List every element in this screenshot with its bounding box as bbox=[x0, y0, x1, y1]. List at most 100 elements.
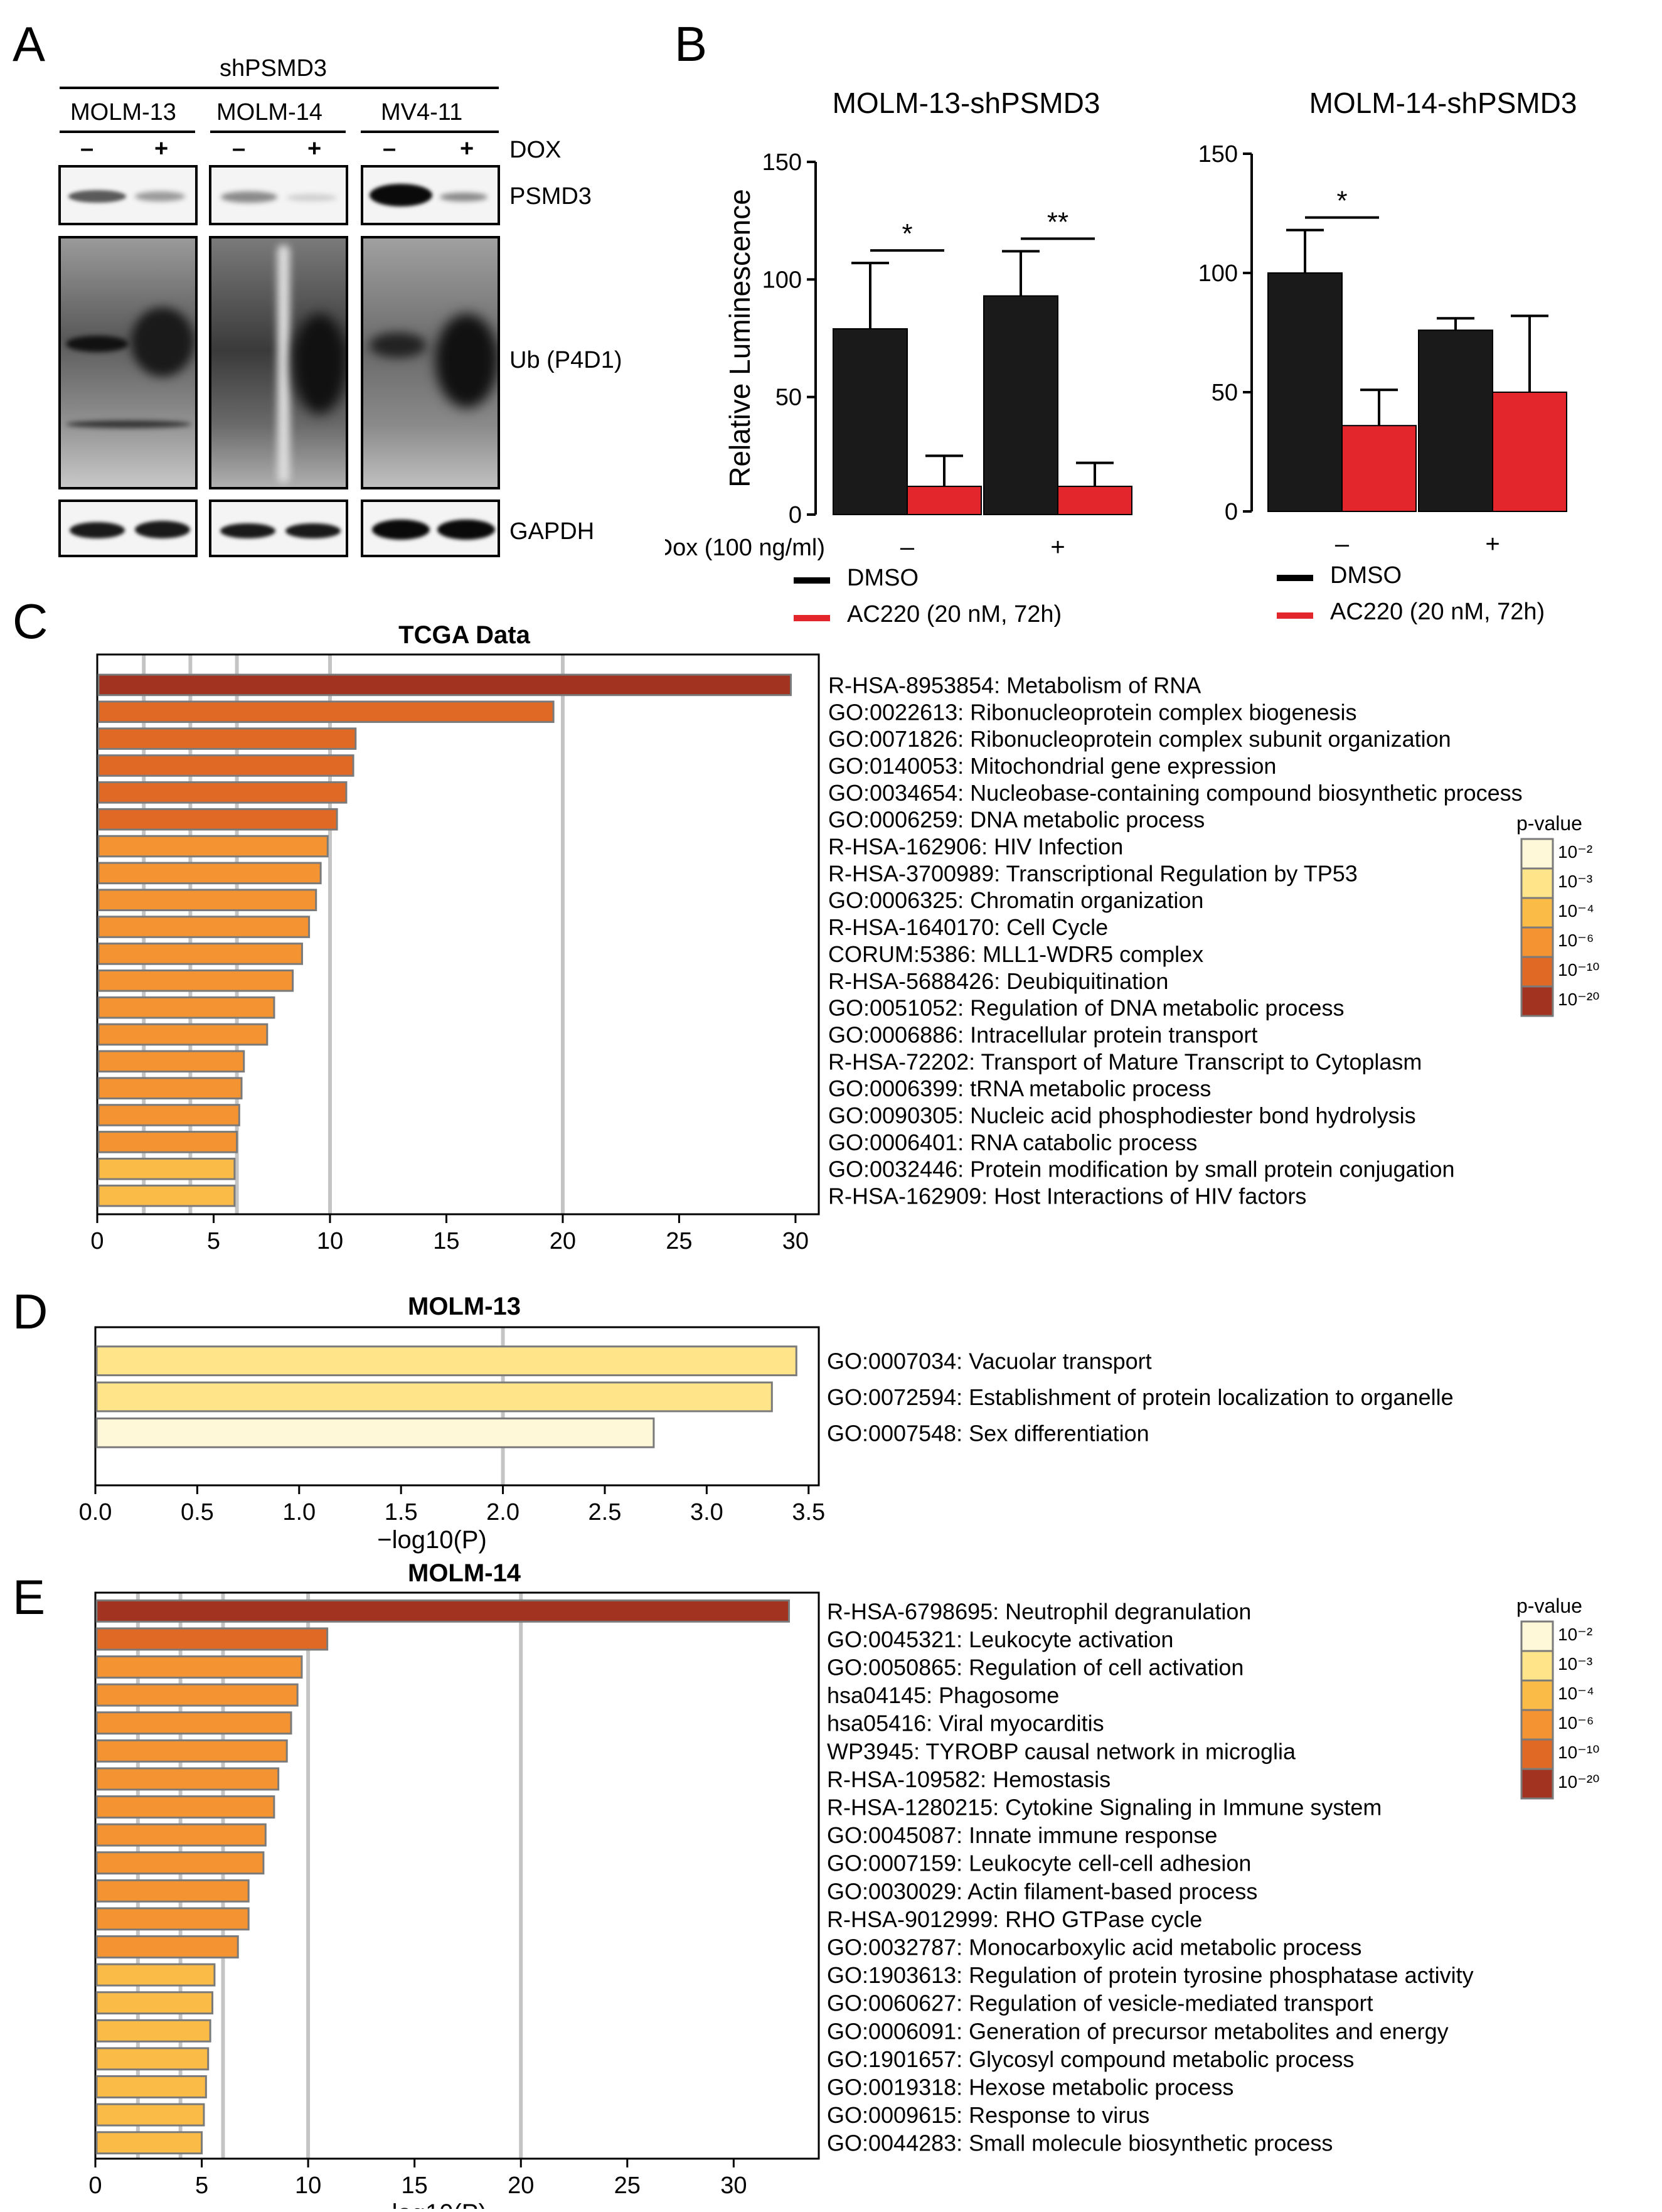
band bbox=[66, 420, 191, 428]
term-label: GO:1903613: Regulation of protein tyrosi… bbox=[827, 1962, 1474, 1988]
enrichment-bar bbox=[97, 889, 317, 912]
band bbox=[372, 520, 430, 540]
legend-dmso-label-2: DMSO bbox=[1330, 562, 1402, 589]
p-legend-swatch bbox=[1520, 1650, 1554, 1682]
x-tick-label: + bbox=[1485, 530, 1500, 558]
x-axis-label: Dox (100 ng/ml) bbox=[665, 535, 825, 561]
x-tick-label: 20 bbox=[508, 2172, 534, 2199]
band bbox=[435, 314, 498, 408]
enrichment-bar bbox=[95, 1795, 275, 1819]
term-label: GO:0044283: Small molecule biosynthetic … bbox=[827, 2130, 1333, 2156]
enrichment-bar bbox=[95, 1851, 265, 1875]
ub-blot-molm14 bbox=[209, 236, 348, 489]
enrichment-bar bbox=[95, 1767, 280, 1791]
enrichment-bar bbox=[95, 1417, 655, 1448]
band bbox=[66, 336, 129, 352]
lane-sign-2: + bbox=[154, 136, 169, 162]
band bbox=[135, 521, 190, 538]
bar bbox=[1418, 329, 1493, 512]
x-tick-label: 30 bbox=[720, 2172, 747, 2199]
enrichment-bar bbox=[95, 1907, 250, 1931]
x-tick-label: 20 bbox=[550, 1228, 576, 1254]
cell-line-underline-3 bbox=[361, 131, 499, 133]
p-legend-swatch bbox=[1520, 1738, 1554, 1770]
p-legend-label: 10⁻² bbox=[1558, 1625, 1592, 1644]
lane-sign-1: – bbox=[80, 136, 94, 162]
x-tick-label: 2.0 bbox=[486, 1499, 519, 1525]
x-tick-label: 10 bbox=[295, 2172, 321, 2199]
enrichment-bar bbox=[95, 1935, 239, 1958]
enrichment-chart-molm14: MOLM-14 R-HSA-6798695: Neutrophil degranu… bbox=[88, 1559, 1599, 2209]
gapdh-blot-molm14 bbox=[209, 500, 348, 557]
enrichment-bar bbox=[97, 1050, 245, 1073]
cell-line-label-3: MV4-11 bbox=[381, 99, 463, 126]
x-tick-label: 25 bbox=[666, 1228, 692, 1254]
p-legend-label: 10⁻⁶ bbox=[1558, 1713, 1594, 1733]
p-legend-swatch bbox=[1520, 897, 1554, 929]
term-label: R-HSA-5688426: Deubiquitination bbox=[828, 968, 1168, 994]
term-label: R-HSA-3700989: Transcriptional Regulatio… bbox=[828, 860, 1358, 886]
chart-title: TCGA Data bbox=[398, 621, 530, 649]
term-label: R-HSA-6798695: Neutrophil degranulation bbox=[827, 1598, 1251, 1624]
band bbox=[68, 190, 126, 203]
enrichment-bar bbox=[95, 1879, 250, 1903]
chart-title: MOLM-14 bbox=[408, 1559, 521, 1587]
plot-frame bbox=[94, 1591, 820, 2160]
cell-line-underline-2 bbox=[210, 131, 346, 133]
x-tick-label: 3.0 bbox=[690, 1499, 723, 1525]
bar bbox=[1267, 272, 1343, 512]
legend-ac220-swatch-1 bbox=[794, 615, 830, 621]
y-tick-label: 0 bbox=[789, 502, 802, 528]
lane-sign-6: + bbox=[460, 136, 474, 162]
p-legend-swatch bbox=[1520, 985, 1554, 1017]
cell-line-label-2: MOLM-14 bbox=[216, 99, 322, 126]
band bbox=[277, 245, 290, 483]
band bbox=[285, 523, 341, 538]
term-label: R-HSA-162906: HIV Infection bbox=[828, 834, 1123, 860]
enrichment-bar bbox=[95, 1381, 773, 1413]
x-axis-label: −log10(P) bbox=[378, 1255, 488, 1258]
panel-label-c: C bbox=[13, 594, 48, 649]
enrichment-bar bbox=[95, 1599, 791, 1623]
term-label: GO:0006401: RNA catabolic process bbox=[828, 1130, 1197, 1155]
lane-sign-5: – bbox=[383, 136, 397, 162]
enrichment-bar bbox=[97, 808, 338, 831]
plot-frame bbox=[94, 1326, 820, 1487]
enrichment-bar bbox=[95, 2075, 207, 2098]
lane-sign-4: + bbox=[307, 136, 322, 162]
term-label: GO:0009615: Response to virus bbox=[827, 2102, 1149, 2128]
x-tick-label: – bbox=[1335, 530, 1350, 558]
x-tick-label: 3.5 bbox=[792, 1499, 825, 1525]
term-label: WP3945: TYROBP causal network in microgl… bbox=[827, 1738, 1296, 1764]
bar bbox=[907, 486, 982, 515]
y-tick-label: 0 bbox=[1225, 499, 1238, 525]
band bbox=[131, 307, 194, 377]
x-tick-label: 25 bbox=[614, 2172, 641, 2199]
p-legend-label: 10⁻³ bbox=[1558, 872, 1592, 891]
p-legend-swatch bbox=[1520, 956, 1554, 988]
band bbox=[440, 193, 487, 201]
enrichment-bar bbox=[97, 969, 294, 992]
enrichment-bar bbox=[97, 781, 348, 804]
x-tick-label: 15 bbox=[433, 1228, 459, 1254]
enrichment-bar bbox=[97, 862, 322, 885]
enrichment-bar bbox=[97, 1077, 243, 1099]
p-legend-label: 10⁻¹⁰ bbox=[1558, 960, 1599, 980]
legend-ac220-label-1: AC220 (20 nM, 72h) bbox=[847, 601, 1062, 628]
p-legend-swatch bbox=[1520, 1768, 1554, 1800]
x-tick-label: 30 bbox=[782, 1228, 809, 1254]
term-label: R-HSA-109582: Hemostasis bbox=[827, 1766, 1111, 1792]
legend-dmso-label-1: DMSO bbox=[847, 565, 919, 591]
x-tick-label: 1.5 bbox=[385, 1499, 418, 1525]
significance-marker: * bbox=[1336, 186, 1347, 216]
enrichment-bar bbox=[97, 1104, 240, 1126]
gapdh-blot-mv411 bbox=[361, 500, 500, 557]
term-label: GO:0032787: Monocarboxylic acid metaboli… bbox=[827, 1935, 1361, 1960]
term-label: GO:0030029: Actin filament-based process bbox=[827, 1878, 1257, 1904]
bar bbox=[1057, 486, 1132, 515]
term-label: R-HSA-9012999: RHO GTPase cycle bbox=[827, 1906, 1202, 1932]
enrichment-bar bbox=[95, 2131, 203, 2155]
band bbox=[70, 522, 125, 538]
enrichment-chart-molm13: MOLM-13 GO:0007034: Vacuolar transport GO:… bbox=[79, 1293, 1454, 1554]
